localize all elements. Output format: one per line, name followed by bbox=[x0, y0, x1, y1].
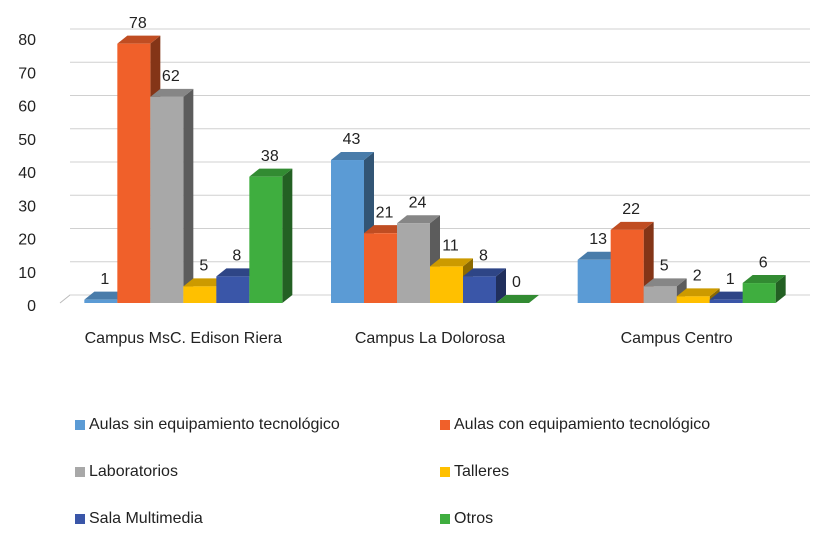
legend-label: Otros bbox=[454, 510, 494, 527]
bar-top bbox=[117, 35, 161, 44]
bar-top bbox=[610, 221, 654, 230]
bar-top bbox=[364, 225, 407, 234]
value-label: 62 bbox=[162, 68, 180, 85]
bar-top bbox=[496, 295, 539, 303]
y-tick-label: 20 bbox=[18, 232, 36, 249]
legend-label: Sala Multimedia bbox=[89, 510, 203, 527]
legend-item: Aulas con equipamiento tecnológico bbox=[440, 416, 710, 434]
value-label: 1 bbox=[726, 271, 735, 288]
value-label: 2 bbox=[693, 268, 702, 285]
bar bbox=[676, 296, 710, 303]
y-tick-label: 80 bbox=[18, 32, 36, 49]
x-tick-label: Campus MsC. Edison Riera bbox=[84, 330, 283, 347]
legend-swatch bbox=[75, 514, 85, 524]
bar-top bbox=[709, 291, 753, 300]
legend-item: Otros bbox=[440, 510, 493, 528]
bar bbox=[364, 233, 397, 303]
legend-label: Talleres bbox=[454, 463, 510, 480]
legend-swatch bbox=[75, 467, 85, 477]
bar-side bbox=[183, 88, 194, 303]
y-tick-label: 40 bbox=[18, 165, 36, 182]
value-label: 1 bbox=[100, 271, 109, 288]
legend-item: Sala Multimedia bbox=[75, 510, 203, 528]
bar bbox=[742, 283, 776, 303]
bar-top bbox=[183, 278, 227, 287]
legend-label: Laboratorios bbox=[89, 463, 178, 480]
bar-top bbox=[249, 168, 293, 177]
y-tick-label: 0 bbox=[27, 298, 36, 315]
value-label: 11 bbox=[442, 238, 459, 255]
legend-label: Aulas sin equipamiento tecnológico bbox=[89, 416, 340, 433]
bar bbox=[150, 96, 184, 303]
legend-swatch bbox=[440, 467, 450, 477]
value-label: 6 bbox=[759, 254, 768, 271]
bar bbox=[610, 229, 644, 303]
bar bbox=[577, 259, 611, 303]
bar-top bbox=[430, 258, 473, 267]
legend-item: Laboratorios bbox=[75, 463, 178, 481]
bar bbox=[709, 299, 743, 303]
bar-top bbox=[397, 215, 440, 224]
bar bbox=[84, 299, 118, 303]
bar-top bbox=[463, 268, 506, 277]
bar-top bbox=[676, 288, 720, 297]
y-tick-label: 30 bbox=[18, 198, 36, 215]
bar-top bbox=[643, 278, 687, 287]
value-label: 21 bbox=[376, 204, 394, 221]
bar-side bbox=[775, 275, 786, 303]
value-label: 8 bbox=[232, 248, 241, 265]
value-label: 0 bbox=[512, 274, 521, 291]
bar bbox=[183, 286, 217, 303]
y-tick-label: 60 bbox=[18, 99, 36, 116]
bar-top bbox=[331, 152, 374, 161]
bar bbox=[397, 223, 430, 303]
legend-swatch bbox=[75, 420, 85, 430]
value-label: 24 bbox=[409, 194, 427, 211]
bar-side bbox=[282, 168, 293, 303]
legend-swatch bbox=[440, 514, 450, 524]
value-label: 78 bbox=[129, 15, 147, 32]
value-label: 22 bbox=[622, 201, 640, 218]
value-label: 5 bbox=[199, 258, 208, 275]
bar bbox=[643, 286, 677, 303]
y-tick-label: 70 bbox=[18, 65, 36, 82]
bar-top bbox=[216, 268, 260, 277]
bar-top bbox=[150, 88, 194, 97]
y-tick-label: 10 bbox=[18, 265, 36, 282]
bar bbox=[430, 266, 463, 303]
value-label: 5 bbox=[660, 258, 669, 275]
x-tick-label: Campus La Dolorosa bbox=[354, 330, 506, 347]
bar-side bbox=[496, 268, 506, 303]
value-label: 13 bbox=[589, 231, 607, 248]
x-tick-label: Campus Centro bbox=[620, 330, 733, 347]
bar-top bbox=[577, 251, 621, 260]
bar-top bbox=[742, 275, 786, 284]
bar bbox=[216, 276, 250, 303]
y-tick-label: 50 bbox=[18, 132, 36, 149]
value-label: 8 bbox=[479, 248, 488, 265]
legend-item: Aulas sin equipamiento tecnológico bbox=[75, 416, 340, 434]
legend-label: Aulas con equipamiento tecnológico bbox=[454, 416, 711, 433]
value-label: 38 bbox=[261, 148, 279, 165]
legend-item: Talleres bbox=[440, 463, 509, 481]
bar-top bbox=[84, 291, 128, 300]
value-label: 43 bbox=[343, 131, 361, 148]
legend-swatch bbox=[440, 420, 450, 430]
bar bbox=[117, 43, 151, 304]
bar bbox=[331, 160, 364, 303]
bar bbox=[463, 276, 496, 303]
bar bbox=[249, 176, 283, 303]
